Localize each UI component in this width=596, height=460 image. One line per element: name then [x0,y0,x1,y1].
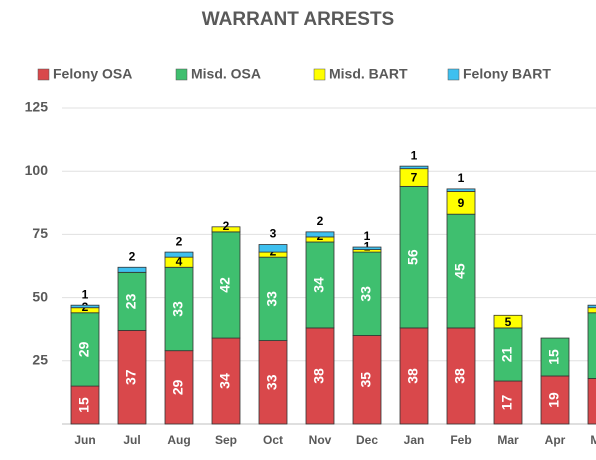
data-label: 33 [264,291,280,307]
data-label: 15 [546,349,562,365]
data-label: 7 [411,171,418,185]
data-label: 4 [176,254,183,268]
bar-segment [305,231,335,238]
legend-label: Misd. BART [329,66,408,82]
data-label: 21 [499,346,515,362]
bar-segment [211,231,241,339]
data-label: 33 [170,301,186,317]
y-tick-label: 125 [25,99,49,115]
legend-label: Misd. OSA [191,66,261,82]
data-label: 34 [311,277,327,293]
x-tick-label: Jun [74,433,95,447]
data-label: 1 [364,239,371,253]
bar-segment [493,380,523,425]
data-label: 3 [270,227,277,241]
x-tick-label: Sep [215,433,237,447]
data-label: 33 [358,286,374,302]
bar-segment [446,327,476,425]
bar-segment [399,165,429,170]
data-label: 1 [364,229,371,243]
data-label: 38 [405,368,421,384]
x-tick-label: Apr [545,433,566,447]
data-label: 2 [317,214,324,228]
y-tick-label: 75 [32,225,48,241]
data-label: 38 [311,368,327,384]
legend-swatch [175,68,188,81]
bar-segment [70,312,100,387]
data-label: 1 [411,148,418,162]
data-label: 42 [217,277,233,293]
bar-segment [493,327,523,382]
bar-segment [587,304,596,309]
bar-segment [258,340,288,425]
bar-segment [587,378,596,425]
x-tick-label: Oct [263,433,283,447]
data-label: 26 [593,338,596,354]
legend-swatch [313,68,326,81]
x-tick-label: Feb [450,433,471,447]
bar-segment [399,185,429,329]
bar-segment [164,251,194,258]
bar-segment [164,350,194,425]
bar-segment [446,188,476,192]
y-tick-label: 100 [25,162,49,178]
data-label: 33 [264,374,280,390]
x-tick-label: Aug [167,433,190,447]
x-tick-label: Mar [497,433,519,447]
bar-segment [70,304,100,309]
bar-segment [493,314,523,329]
x-tick-label: Jul [123,433,140,447]
bar-segment [305,241,335,329]
bar-segment [117,266,147,273]
bar-segment [70,385,100,425]
x-tick-label: Jan [404,433,425,447]
x-tick-label: Dec [356,433,378,447]
bar-segment [587,307,596,314]
y-tick-label: 25 [32,352,48,368]
bar-segment [540,375,570,425]
data-label: 1 [458,171,465,185]
data-label: 29 [76,341,92,357]
data-label: 23 [123,293,139,309]
data-label: 45 [452,263,468,279]
data-label: 56 [405,249,421,265]
bar-segment [258,244,288,253]
data-label: 38 [452,368,468,384]
bar-segment [352,335,382,425]
data-label: 34 [217,373,233,389]
data-label: 2 [223,219,230,233]
data-label: 15 [76,397,92,413]
data-label: 2 [176,234,183,248]
data-label: 2 [129,249,136,263]
bar-segment [211,226,241,233]
data-label: 18 [593,393,596,409]
bar-segment [587,312,596,379]
data-label: 9 [458,196,465,210]
bar-segment [211,337,241,425]
legend-swatch [37,68,50,81]
bar-segment [117,330,147,425]
x-tick-label: May [590,433,596,447]
data-label: 35 [358,372,374,388]
bar-segment [540,337,570,377]
y-tick-label: 50 [32,288,48,304]
legend-label: Felony OSA [53,66,132,82]
bar-segment [399,327,429,425]
data-label: 37 [123,369,139,385]
legend-swatch [447,68,460,81]
data-label: 17 [499,395,515,411]
bar-segment [352,246,382,250]
legend-label: Felony BART [463,66,551,82]
bar-segment [305,327,335,425]
bar-segment [352,251,382,336]
x-tick-label: Nov [309,433,332,447]
data-label: 29 [170,379,186,395]
data-label: 19 [546,392,562,408]
data-label: 5 [505,315,512,329]
data-label: 1 [82,287,89,301]
chart-title: WARRANT ARRESTS [202,9,394,30]
bar-segment [258,256,288,341]
